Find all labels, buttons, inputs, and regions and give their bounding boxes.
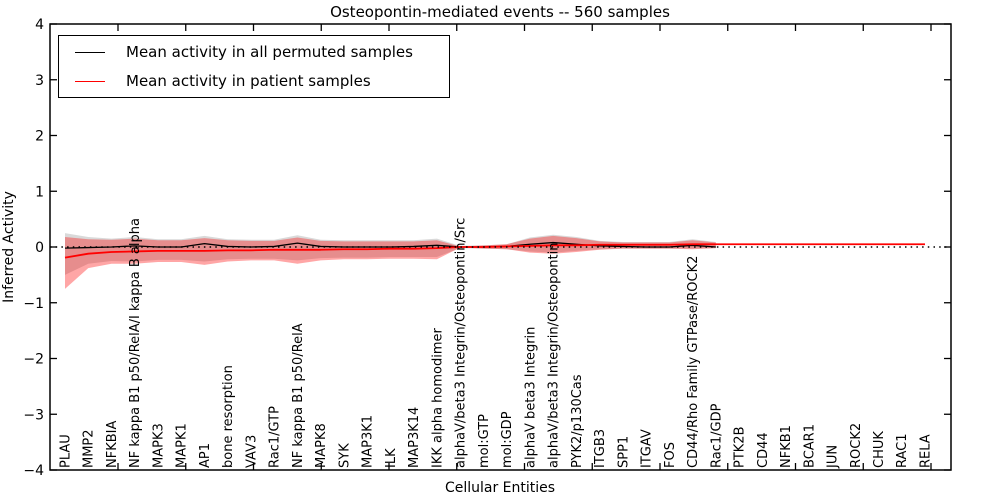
x-category-label: Rac1/GTP xyxy=(268,406,283,468)
x-category-label: CHUK xyxy=(872,431,887,468)
x-category-label: BCAR1 xyxy=(802,424,817,468)
y-axis-label: Inferred Activity xyxy=(1,191,17,303)
x-category-label: MAPK8 xyxy=(314,423,329,468)
x-category-label: ITGAV xyxy=(640,429,655,468)
x-category-label: RELA xyxy=(918,434,933,468)
y-tick-label: −2 xyxy=(23,352,44,368)
x-category-label: NFKBIA xyxy=(105,421,120,468)
confidence-bands xyxy=(65,233,716,289)
y-tick-label: 3 xyxy=(35,73,44,89)
line-permuted xyxy=(64,241,716,249)
x-category-label: alphaV/beta3 Integrin/Osteopontin xyxy=(547,243,562,468)
x-category-label: bone resorption xyxy=(221,365,236,468)
x-axis-label: Cellular Entities xyxy=(445,480,555,496)
x-category-label: MAP3K1 xyxy=(361,415,376,468)
x-category-label: alphaV beta3 Integrin xyxy=(523,327,538,468)
legend: Mean activity in all permuted samples Me… xyxy=(58,35,450,98)
x-category-label: FOS xyxy=(663,442,678,468)
x-category-label: AP1 xyxy=(198,443,213,468)
x-category-label: ROCK2 xyxy=(849,423,864,468)
y-tick-label: 1 xyxy=(35,184,44,200)
y-tick-labels: 4 3 2 1 0 −1 −2 −3 −4 xyxy=(23,17,44,479)
x-category-label: IKK alpha homodimer xyxy=(430,327,445,468)
y-tick-label: 0 xyxy=(35,240,44,256)
x-category-label: NFKB1 xyxy=(779,425,794,468)
x-category-label: SPP1 xyxy=(616,436,631,468)
x-category-label: mol:GTP xyxy=(477,414,492,468)
x-category-label: PLAU xyxy=(59,434,74,468)
x-category-label: PTK2B xyxy=(733,427,748,469)
legend-line-red xyxy=(75,80,105,82)
x-category-label: mol:GDP xyxy=(500,411,515,468)
chart-title: Osteopontin-mediated events -- 560 sampl… xyxy=(330,3,670,21)
x-category-label: NF kappa B1 p50/RelA xyxy=(291,323,306,468)
permuted-confidence-band xyxy=(65,233,716,275)
x-category-label: CD44/Rho Family GTPase/ROCK2 xyxy=(686,256,701,468)
x-category-label: SYK xyxy=(337,443,352,468)
legend-item-permuted: Mean activity in all permuted samples xyxy=(59,38,449,67)
x-category-label: alphaV/beta3 Integrin/Osteopontin/Src xyxy=(454,218,469,468)
x-category-label: JUN xyxy=(826,445,841,469)
x-category-label: MMP2 xyxy=(82,429,97,468)
x-category-label: ILK xyxy=(384,448,399,468)
x-category-label: Rac1/GDP xyxy=(709,403,724,468)
y-tick-label: 2 xyxy=(35,129,44,145)
patient-confidence-band xyxy=(65,235,716,289)
x-category-label: NF kappa B1 p50/RelA/I kappa B alpha xyxy=(128,218,143,468)
x-category-label: CD44 xyxy=(756,432,771,468)
y-tick-label: −1 xyxy=(23,296,44,312)
x-category-label: MAPK3 xyxy=(151,423,166,468)
legend-label-patient: Mean activity in patient samples xyxy=(126,71,371,90)
x-category-label: VAV3 xyxy=(244,435,259,468)
y-tick-label: 4 xyxy=(35,17,44,33)
x-category-label: ITGB3 xyxy=(593,429,608,468)
legend-label-permuted: Mean activity in all permuted samples xyxy=(126,42,413,61)
x-category-labels: PLAU MMP2 NFKBIA NF kappa B1 p50/RelA/I kap… xyxy=(59,218,934,469)
x-category-label: RAC1 xyxy=(895,433,910,468)
x-category-label: MAP3K14 xyxy=(407,407,422,468)
axes-frame xyxy=(49,23,952,471)
x-category-label: MAPK1 xyxy=(175,423,190,468)
x-category-label: PYK2/p130Cas xyxy=(570,374,585,468)
y-tick-label: −3 xyxy=(23,407,44,423)
y-tick-label: −4 xyxy=(23,463,44,479)
legend-line-black xyxy=(75,51,105,53)
legend-item-patient: Mean activity in patient samples xyxy=(59,67,449,96)
